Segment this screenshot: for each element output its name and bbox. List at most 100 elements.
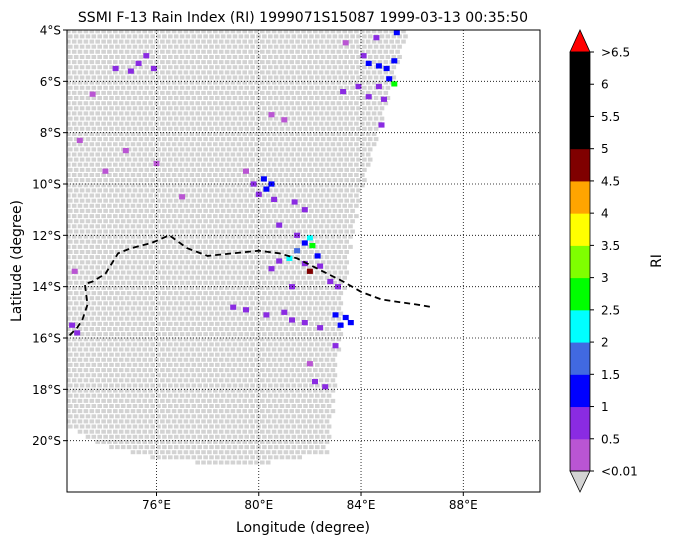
swath-pixel	[124, 60, 130, 65]
swath-pixel	[250, 229, 255, 234]
swath-pixel	[165, 101, 171, 106]
swath-pixel	[162, 291, 167, 296]
swath-pixel	[71, 193, 77, 198]
swath-pixel	[254, 378, 259, 383]
swath-pixel	[124, 255, 130, 260]
swath-pixel	[177, 101, 183, 106]
swath-pixel	[379, 116, 385, 121]
swath-pixel	[283, 450, 289, 455]
swath-pixel	[115, 342, 120, 347]
swath-pixel	[209, 260, 214, 265]
swath-pixel	[195, 398, 200, 403]
swath-pixel	[248, 214, 253, 219]
swath-pixel	[315, 404, 320, 408]
swath-pixel	[254, 460, 259, 465]
swath-pixel	[279, 291, 285, 296]
swath-pixel	[130, 173, 136, 177]
swath-pixel	[185, 167, 191, 172]
swath-pixel	[303, 34, 308, 39]
swath-pixel	[324, 357, 330, 362]
swath-pixel	[77, 90, 83, 95]
swath-pixel	[348, 39, 353, 44]
swath-pixel	[207, 439, 212, 444]
swath-pixel	[148, 388, 153, 393]
swath-pixel	[315, 198, 320, 203]
swath-pixel	[291, 116, 297, 121]
swath-pixel	[132, 198, 138, 203]
swath-pixel	[107, 152, 112, 157]
swath-pixel	[85, 250, 91, 254]
swath-pixel	[367, 44, 373, 49]
swath-pixel	[144, 362, 150, 367]
swath-pixel	[220, 383, 226, 388]
swath-pixel	[126, 208, 132, 213]
swath-pixel	[126, 393, 132, 398]
swath-pixel	[307, 285, 312, 290]
swath-pixel	[144, 321, 150, 326]
swath-pixel	[295, 224, 300, 229]
swath-pixel	[332, 373, 338, 378]
swath-pixel	[120, 445, 126, 450]
swath-pixel	[330, 398, 336, 403]
swath-pixel	[307, 306, 312, 311]
swath-pixel	[126, 291, 132, 296]
swath-pixel	[326, 332, 332, 337]
swath-pixel	[148, 275, 153, 280]
swath-pixel	[324, 234, 330, 239]
swath-pixel	[313, 316, 318, 321]
swath-pixel	[124, 429, 130, 434]
swath-pixel	[273, 373, 279, 378]
swath-pixel	[330, 101, 336, 106]
swath-pixel	[254, 101, 259, 106]
swath-pixel	[191, 311, 197, 316]
swath-pixel	[68, 424, 73, 429]
swath-pixel	[83, 152, 89, 157]
swath-pixel	[126, 424, 132, 429]
swath-pixel	[83, 39, 89, 44]
swath-pixel	[101, 285, 106, 290]
swath-pixel	[201, 378, 206, 383]
swath-pixel	[224, 90, 230, 95]
swath-pixel	[371, 39, 377, 44]
swath-pixel	[265, 347, 271, 352]
swath-pixel	[126, 404, 132, 408]
swath-pixel	[91, 373, 97, 378]
swath-pixel	[142, 244, 147, 249]
swath-pixel	[260, 234, 265, 239]
rain-cell	[281, 117, 288, 123]
swath-pixel	[162, 383, 167, 388]
swath-pixel	[277, 285, 283, 290]
swath-pixel	[295, 316, 300, 321]
swath-pixel	[118, 306, 124, 311]
swath-pixel	[120, 34, 126, 39]
swath-pixel	[215, 434, 220, 439]
swath-pixel	[277, 132, 283, 136]
swath-pixel	[260, 460, 265, 465]
swath-pixel	[277, 265, 283, 270]
swath-pixel	[77, 49, 83, 54]
swath-pixel	[215, 208, 220, 213]
swath-pixel	[254, 419, 259, 424]
swath-pixel	[85, 126, 91, 131]
swath-pixel	[295, 101, 300, 106]
swath-pixel	[338, 311, 344, 316]
swath-pixel	[160, 285, 165, 290]
swath-pixel	[356, 198, 361, 203]
swath-pixel	[177, 327, 183, 331]
swath-pixel	[177, 173, 183, 177]
swath-pixel	[144, 157, 150, 162]
swath-pixel	[313, 80, 318, 85]
swath-pixel	[238, 208, 244, 213]
swath-pixel	[236, 285, 242, 290]
swath-pixel	[213, 244, 218, 249]
swath-pixel	[260, 30, 265, 34]
swath-pixel	[309, 126, 314, 131]
swath-pixel	[277, 49, 283, 54]
swath-pixel	[185, 250, 191, 254]
swath-pixel	[307, 162, 312, 167]
swath-pixel	[183, 214, 189, 219]
swath-pixel	[307, 60, 312, 65]
swath-pixel	[130, 368, 136, 373]
swath-pixel	[150, 34, 155, 39]
swath-pixel	[215, 352, 220, 357]
